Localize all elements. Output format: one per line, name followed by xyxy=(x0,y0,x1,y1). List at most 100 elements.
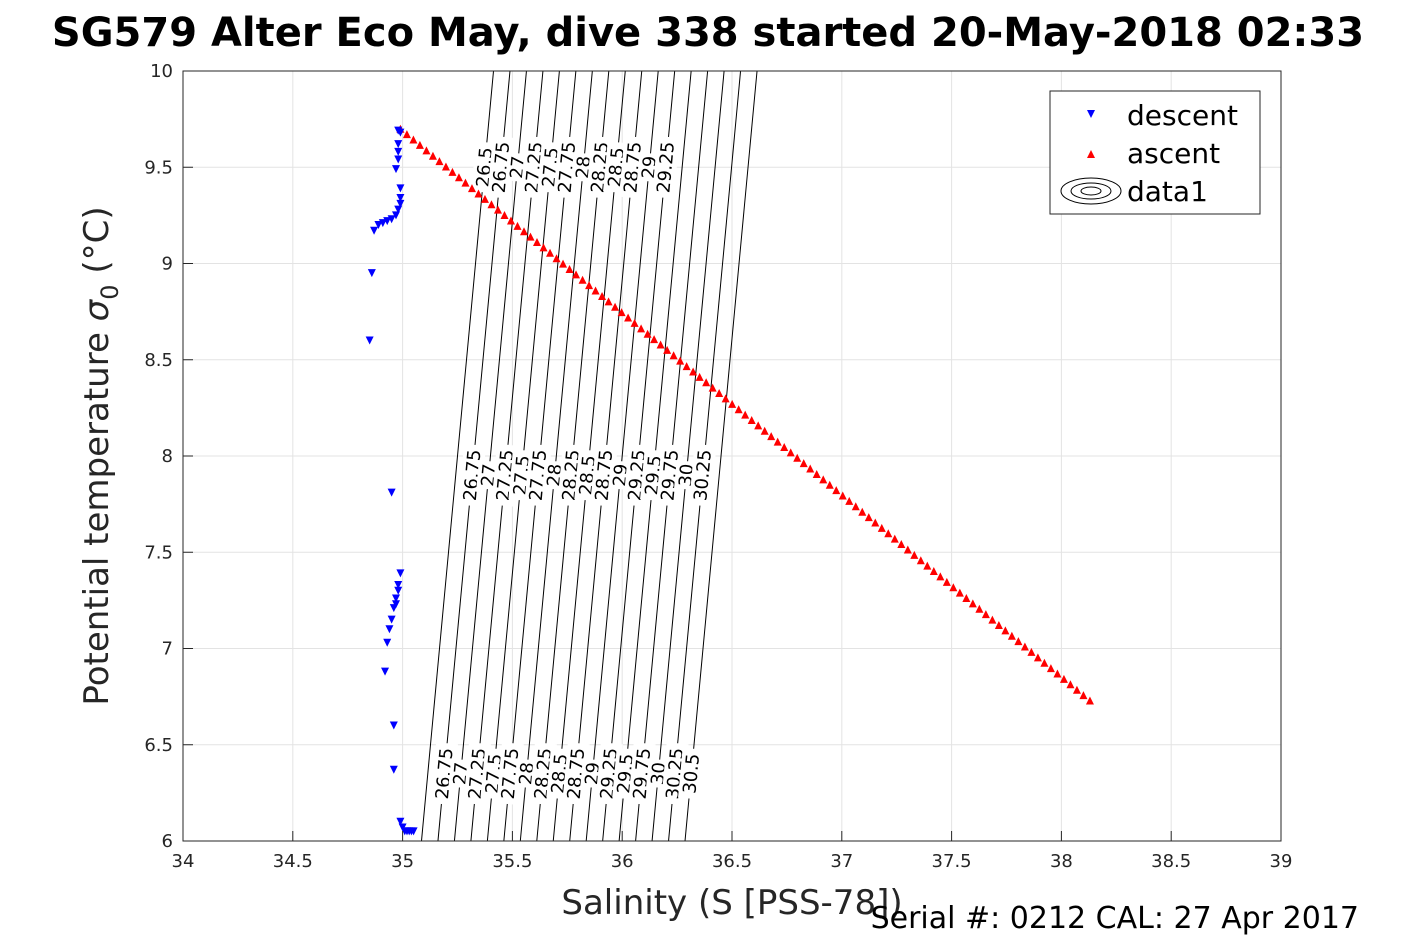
ascent-point xyxy=(819,475,828,484)
ascent-point xyxy=(650,335,659,344)
descent-point xyxy=(374,221,383,229)
ascent-point xyxy=(591,286,600,295)
ascent-point xyxy=(1033,653,1042,662)
descent-point xyxy=(370,226,379,235)
ascent-point xyxy=(435,157,444,166)
ascent-point xyxy=(1007,631,1016,640)
descent-point xyxy=(394,147,403,156)
ascent-point xyxy=(929,567,938,576)
ascent-point xyxy=(975,604,984,613)
serial-cal-footer: Serial #: 0212 CAL: 27 Apr 2017 xyxy=(871,901,1359,936)
density-contour-label: 29.75 xyxy=(628,742,656,805)
ascent-point xyxy=(409,135,418,144)
ascent-point xyxy=(695,372,704,381)
svg-text:30.5: 30.5 xyxy=(679,753,704,795)
svg-text:29.25: 29.25 xyxy=(653,141,679,194)
ascent-point xyxy=(968,599,977,608)
legend-ascent-label: ascent xyxy=(1127,137,1220,170)
ascent-point xyxy=(825,480,834,489)
legend-contour-icon xyxy=(1060,177,1122,205)
ascent-point xyxy=(1066,680,1075,689)
density-contour-line xyxy=(651,71,725,841)
ascent-point xyxy=(949,583,958,592)
ascent-point xyxy=(832,486,841,495)
ascent-point xyxy=(669,351,678,360)
density-contour-line xyxy=(519,71,593,841)
ascent-point xyxy=(988,615,997,624)
ascent-point xyxy=(767,432,776,441)
chart-title: SG579 Alter Eco May, dive 338 started 20… xyxy=(52,10,1364,56)
ascent-point xyxy=(864,513,873,522)
ascent-point xyxy=(741,410,750,419)
ascent-point xyxy=(604,297,613,306)
ascent-point xyxy=(513,221,522,230)
descent-point xyxy=(387,615,396,624)
descent-point xyxy=(365,336,374,345)
ascent-point xyxy=(728,399,737,408)
ascent-point xyxy=(559,259,568,268)
x-tick-label: 37.5 xyxy=(932,851,972,872)
descent-point xyxy=(387,488,396,497)
ascent-point xyxy=(877,523,886,532)
ascent-point xyxy=(786,448,795,457)
ascent-point xyxy=(994,620,1003,629)
density-contour-label: 29.75 xyxy=(656,443,684,507)
x-tick-label: 34.5 xyxy=(273,851,313,872)
x-tick-label: 35.5 xyxy=(492,851,532,872)
descent-point xyxy=(389,604,398,613)
y-tick-label: 7.5 xyxy=(144,542,173,563)
density-contour-label: 30.5 xyxy=(678,747,705,800)
x-tick-label: 38 xyxy=(1050,851,1073,872)
density-contour-label: 28.75 xyxy=(562,742,590,805)
ascent-point xyxy=(643,329,652,338)
x-axis-ticks: 34 34.5 35 35.5 36 36.5 37 37.5 38 38.5 39 xyxy=(172,831,1293,872)
ascent-point xyxy=(747,416,756,425)
ascent-point xyxy=(428,151,437,160)
x-tick-label: 38.5 xyxy=(1151,851,1191,872)
ascent-point xyxy=(461,178,470,187)
ascent-point xyxy=(572,270,581,279)
descent-point xyxy=(381,667,390,676)
descent-point xyxy=(385,625,394,634)
legend-ascent-marker xyxy=(1087,150,1095,158)
ascent-point xyxy=(611,302,620,311)
ascent-point xyxy=(630,318,639,327)
ascent-point xyxy=(721,394,730,403)
ascent-point xyxy=(689,367,698,376)
ascent-point xyxy=(884,529,893,538)
ascent-point xyxy=(916,556,925,565)
ascent-point xyxy=(1046,664,1055,673)
y-axis-label-subscript: 0 xyxy=(96,284,124,299)
x-axis-label: Salinity (S [PSS-78]) xyxy=(561,883,902,923)
x-tick-label: 36 xyxy=(611,851,634,872)
ascent-point xyxy=(851,502,860,511)
ascent-point xyxy=(480,194,489,203)
density-contour-labels: 26.526.752727.2527.527.752828.2528.528.7… xyxy=(430,135,717,805)
ascent-point xyxy=(1027,647,1036,656)
y-axis-ticks: 6 6.5 7 7.5 8 8.5 9 9.5 10 xyxy=(144,61,193,852)
descent-point xyxy=(394,580,403,589)
ascent-point xyxy=(897,540,906,549)
x-tick-label: 39 xyxy=(1270,851,1293,872)
descent-point xyxy=(396,194,405,203)
ascent-point xyxy=(858,507,867,516)
ascent-point xyxy=(780,442,789,451)
legend: descent ascent data1 xyxy=(1049,90,1261,215)
y-tick-label: 6 xyxy=(162,831,173,852)
ascent-point xyxy=(526,232,535,241)
y-axis-label-unit: (°C) xyxy=(77,206,117,284)
ascent-point xyxy=(734,405,743,414)
descent-series xyxy=(365,126,418,836)
density-contour-line xyxy=(684,71,758,841)
descent-point xyxy=(392,165,401,174)
density-contour-line xyxy=(453,71,527,841)
ascent-point xyxy=(663,345,672,354)
ascent-point xyxy=(812,469,821,478)
legend-descent-marker xyxy=(1087,110,1095,118)
density-contour-label: 30.25 xyxy=(688,443,717,507)
y-tick-label: 8 xyxy=(162,446,173,467)
ascent-point xyxy=(1053,669,1062,678)
legend-box xyxy=(1049,90,1261,215)
descent-point xyxy=(396,128,405,137)
ascent-point xyxy=(1072,685,1081,694)
